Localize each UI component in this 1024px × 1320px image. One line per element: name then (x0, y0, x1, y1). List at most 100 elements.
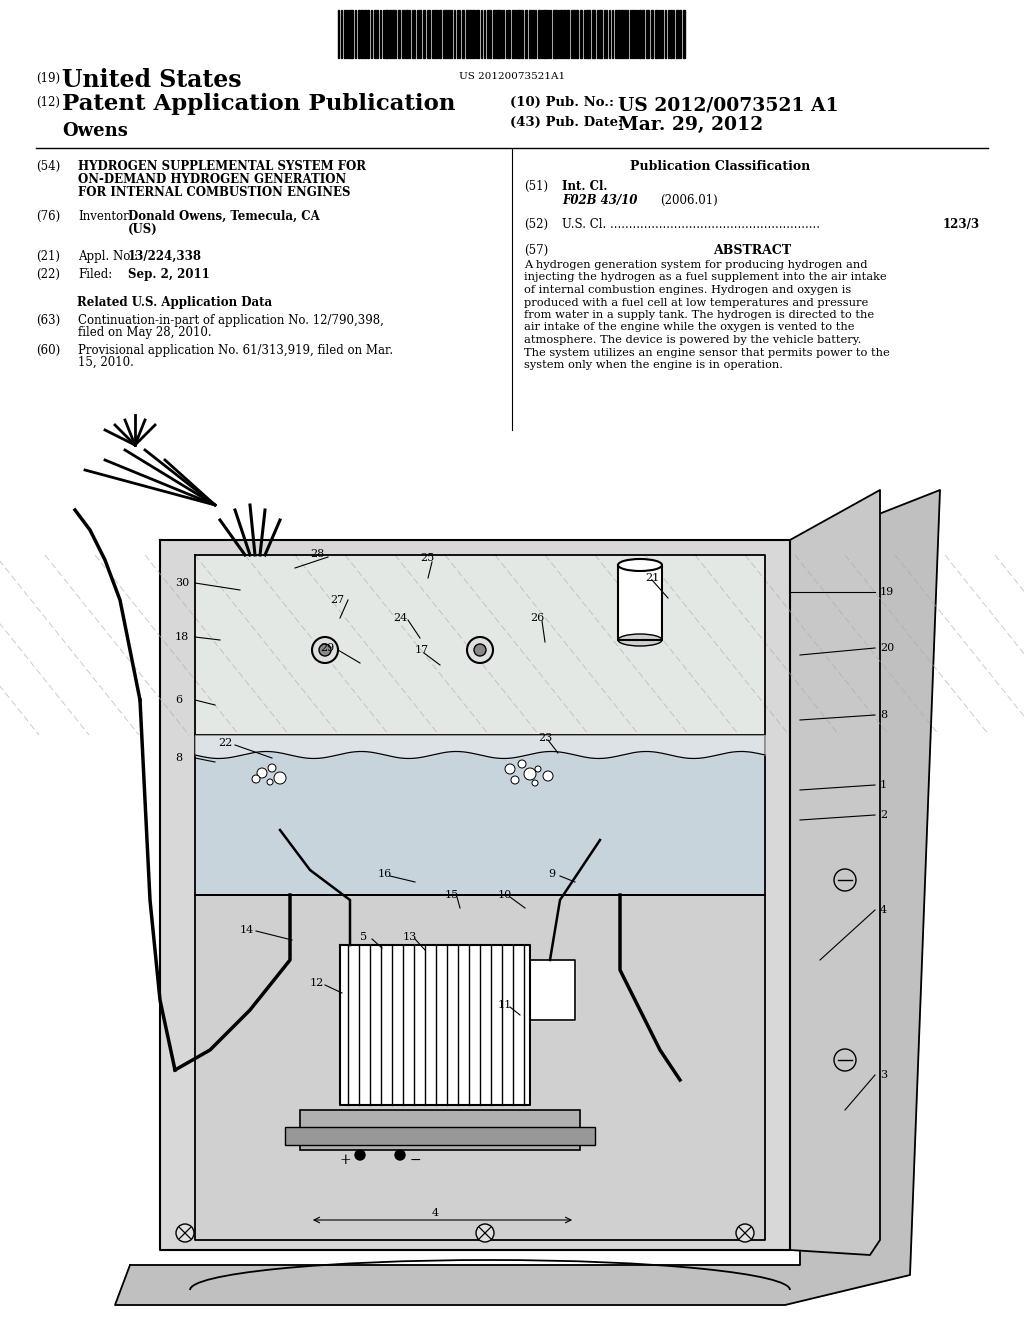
Text: 8: 8 (880, 710, 887, 719)
Circle shape (274, 772, 286, 784)
Bar (469, 11, 470, 58)
Text: (12): (12) (36, 96, 60, 110)
Bar (563, 11, 564, 58)
Bar (367, 11, 369, 58)
Text: 15: 15 (445, 890, 459, 900)
Bar (477, 11, 478, 58)
Text: Continuation-in-part of application No. 12/790,398,: Continuation-in-part of application No. … (78, 314, 384, 327)
Text: Related U.S. Application Data: Related U.S. Application Data (78, 296, 272, 309)
Bar (341, 11, 342, 58)
Bar (439, 11, 440, 58)
Text: 10: 10 (498, 890, 512, 900)
Circle shape (736, 1224, 754, 1242)
Polygon shape (195, 895, 765, 1239)
Circle shape (535, 766, 541, 772)
Polygon shape (340, 945, 530, 1105)
Ellipse shape (618, 634, 662, 645)
Bar (651, 11, 652, 58)
Bar (517, 11, 519, 58)
Text: 22: 22 (218, 738, 232, 748)
Circle shape (518, 760, 526, 768)
Bar (349, 11, 352, 58)
Text: 14: 14 (240, 925, 254, 935)
Text: 30: 30 (175, 578, 189, 587)
Text: Appl. No.:: Appl. No.: (78, 249, 138, 263)
Text: 16: 16 (378, 869, 392, 879)
Circle shape (395, 1150, 406, 1160)
Circle shape (267, 779, 273, 785)
Text: 9: 9 (548, 869, 555, 879)
Bar (417, 11, 418, 58)
Circle shape (543, 771, 553, 781)
Bar (560, 11, 562, 58)
Text: 28: 28 (310, 549, 325, 558)
Text: (63): (63) (36, 314, 60, 327)
Text: 12: 12 (310, 978, 325, 987)
Text: from water in a supply tank. The hydrogen is directed to the: from water in a supply tank. The hydroge… (524, 310, 874, 319)
Bar (670, 11, 672, 58)
Polygon shape (195, 735, 765, 895)
Bar (586, 11, 590, 58)
Bar (285, 1127, 595, 1144)
Polygon shape (115, 490, 940, 1305)
Text: produced with a fuel cell at low temperatures and pressure: produced with a fuel cell at low tempera… (524, 297, 868, 308)
Text: A hydrogen generation system for producing hydrogen and: A hydrogen generation system for produci… (524, 260, 867, 271)
Circle shape (834, 869, 856, 891)
Bar (361, 11, 362, 58)
Text: 21: 21 (645, 573, 659, 583)
Bar (444, 11, 446, 58)
Circle shape (355, 1150, 365, 1160)
Bar (436, 11, 438, 58)
Bar (575, 11, 578, 58)
Text: 13/224,338: 13/224,338 (128, 249, 202, 263)
Bar (357, 11, 359, 58)
Bar (449, 11, 450, 58)
Bar (385, 11, 387, 58)
Bar (343, 11, 345, 58)
Text: (10) Pub. No.:: (10) Pub. No.: (510, 96, 614, 110)
Text: Patent Application Publication: Patent Application Publication (62, 92, 456, 115)
Bar (493, 11, 495, 58)
Circle shape (257, 768, 267, 777)
Circle shape (476, 1224, 494, 1242)
Text: Inventor:: Inventor: (78, 210, 133, 223)
Bar (654, 11, 656, 58)
Bar (618, 11, 620, 58)
Circle shape (834, 1049, 856, 1071)
Text: US 2012/0073521 A1: US 2012/0073521 A1 (618, 96, 839, 114)
Bar (454, 11, 455, 58)
Text: system only when the engine is in operation.: system only when the engine is in operat… (524, 360, 783, 370)
Bar (599, 11, 601, 58)
Circle shape (319, 644, 331, 656)
Bar (354, 11, 356, 58)
Text: filed on May 28, 2010.: filed on May 28, 2010. (78, 326, 212, 339)
Bar (380, 11, 381, 58)
Polygon shape (195, 554, 765, 735)
Bar (371, 11, 372, 58)
Bar (611, 11, 613, 58)
Bar (427, 11, 430, 58)
Bar (508, 11, 510, 58)
Text: FOR INTERNAL COMBUSTION ENGINES: FOR INTERNAL COMBUSTION ENGINES (78, 186, 350, 199)
Text: atmosphere. The device is powered by the vehicle battery.: atmosphere. The device is powered by the… (524, 335, 861, 345)
Bar (472, 11, 473, 58)
Text: −: − (410, 1152, 421, 1167)
Bar (632, 11, 634, 58)
Text: (52): (52) (524, 218, 548, 231)
Bar (391, 11, 393, 58)
Text: 4: 4 (880, 906, 887, 915)
Text: of internal combustion engines. Hydrogen and oxygen is: of internal combustion engines. Hydrogen… (524, 285, 851, 294)
Text: 18: 18 (175, 632, 189, 642)
Circle shape (467, 638, 493, 663)
Bar (565, 11, 569, 58)
Text: 6: 6 (175, 696, 182, 705)
Text: (51): (51) (524, 180, 548, 193)
Text: F02B 43/10: F02B 43/10 (562, 194, 637, 207)
Text: The system utilizes an engine sensor that permits power to the: The system utilizes an engine sensor tha… (524, 347, 890, 358)
Bar (676, 11, 678, 58)
Bar (668, 11, 669, 58)
Bar (525, 11, 527, 58)
Circle shape (505, 764, 515, 774)
Bar (679, 11, 681, 58)
Text: U.S. Cl. ........................................................: U.S. Cl. ...............................… (562, 218, 820, 231)
